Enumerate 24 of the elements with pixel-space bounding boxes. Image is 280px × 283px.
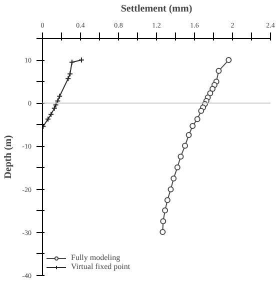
point <box>68 59 75 66</box>
point <box>168 186 174 192</box>
point <box>178 154 184 160</box>
y-axis-title: Depth (m) <box>3 135 14 179</box>
point <box>162 207 168 214</box>
point <box>194 116 200 122</box>
point <box>210 86 216 92</box>
legend-label: Virtual fixed point <box>71 262 130 271</box>
point <box>198 108 204 114</box>
point <box>216 68 222 74</box>
x-axis-title: Settlement (mm) <box>120 4 192 14</box>
point <box>182 142 188 149</box>
point <box>160 228 166 235</box>
point <box>52 102 59 108</box>
point <box>170 176 177 182</box>
point <box>190 122 196 129</box>
point <box>207 90 214 96</box>
point <box>160 218 166 224</box>
point <box>164 197 170 204</box>
point <box>51 105 58 112</box>
point <box>174 164 180 170</box>
point <box>226 57 232 64</box>
legend-label: Fully modeling <box>71 253 120 262</box>
point <box>186 132 192 138</box>
